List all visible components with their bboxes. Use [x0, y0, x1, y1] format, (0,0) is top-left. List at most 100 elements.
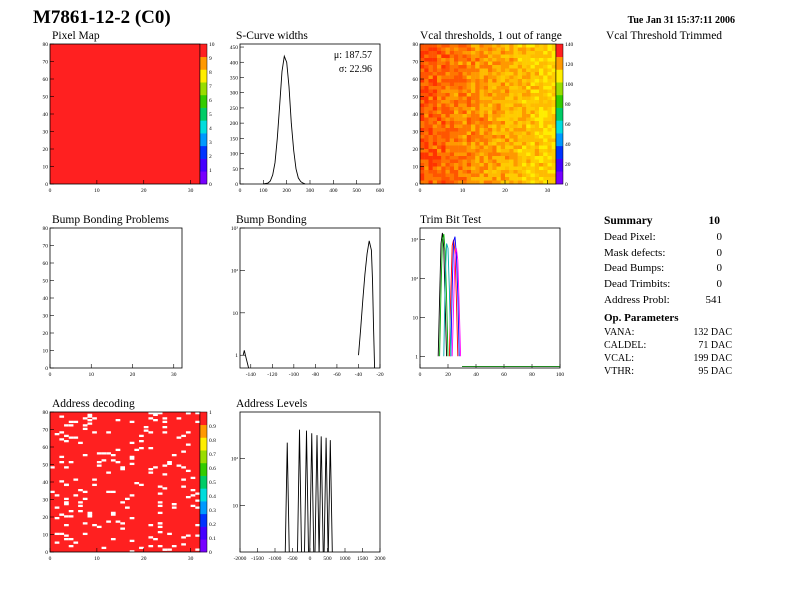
heatmap-cell: [475, 173, 480, 178]
heatmap-cell: [458, 114, 463, 118]
heatmap-cell: [479, 100, 484, 104]
heatmap-cell: [517, 44, 523, 48]
heatmap-cell: [454, 96, 459, 101]
heatmap-cell: [428, 117, 433, 122]
heatmap-cell: [522, 75, 527, 80]
heatmap-cell: [458, 156, 463, 160]
heatmap-cell: [505, 114, 510, 118]
colorbar-segment: [200, 145, 207, 159]
colorbar-segment: [200, 424, 207, 438]
heatmap-cell: [543, 110, 548, 115]
heatmap-cell: [428, 65, 433, 69]
heatmap-cell: [522, 72, 527, 76]
heatmap-cell: [475, 61, 480, 66]
heatmap-cell: [517, 110, 523, 115]
heatmap-cell: [445, 96, 450, 101]
heatmap-cell: [534, 110, 540, 115]
heatmap-cell: [424, 89, 429, 94]
heatmap-cell: [496, 72, 501, 76]
heatmap-cell: [505, 86, 510, 90]
heatmap-cell: [505, 145, 510, 150]
bad-pixel: [181, 478, 186, 481]
bad-pixel: [129, 494, 135, 497]
heatmap-cell: [432, 145, 438, 150]
heatmap-cell: [488, 75, 493, 80]
heatmap-cell: [466, 128, 472, 132]
heatmap-cell: [454, 138, 459, 143]
heatmap-cell: [488, 149, 493, 153]
heatmap-cell: [458, 58, 463, 62]
x-tick-label: 20: [502, 188, 508, 194]
heatmap-cell: [496, 86, 501, 90]
heatmap-cell: [428, 75, 433, 80]
heatmap-cell: [475, 47, 480, 52]
heatmap-cell: [530, 58, 535, 62]
heatmap-cell: [437, 44, 442, 48]
bad-pixel: [185, 469, 191, 473]
heatmap-cell: [432, 58, 438, 62]
heatmap-cell: [462, 170, 467, 174]
heatmap-cell: [496, 142, 501, 146]
heatmap-cell: [517, 173, 523, 178]
y-tick-label: 80: [43, 410, 49, 416]
heatmap-cell: [522, 51, 527, 55]
heatmap-cell: [424, 163, 429, 167]
x-tick-label: 20: [130, 372, 136, 378]
heatmap-cell: [543, 142, 548, 146]
heatmap-cell: [437, 142, 442, 146]
heatmap-cell: [534, 163, 540, 167]
heatmap-cell: [471, 65, 476, 69]
heatmap-cell: [513, 177, 518, 181]
heatmap-cell: [466, 86, 472, 90]
heatmap-cell: [479, 124, 484, 129]
heatmap-cell: [428, 93, 433, 97]
heatmap-cell: [445, 124, 450, 129]
heatmap-cell: [458, 79, 463, 83]
heatmap-cell: [479, 107, 484, 111]
heatmap-cell: [539, 145, 544, 150]
pixel-map-title: Pixel Map: [52, 30, 100, 42]
heatmap-cell: [522, 79, 527, 83]
heatmap-cell: [432, 152, 438, 157]
heatmap-cell: [432, 138, 438, 143]
heatmap-cell: [539, 93, 544, 97]
heatmap-cell: [505, 156, 510, 160]
heatmap-cell: [539, 114, 544, 118]
plot-frame: [239, 227, 381, 369]
bad-pixel: [134, 448, 140, 452]
summary-header: Summary 10: [604, 214, 732, 230]
heatmap-cell: [445, 58, 450, 62]
colorbar-tick-label: 0.9: [209, 424, 216, 430]
bad-pixel: [148, 545, 154, 548]
heatmap-cell: [420, 75, 425, 80]
heatmap-cell: [475, 68, 480, 73]
heatmap-cell: [471, 58, 476, 62]
heatmap-cell: [551, 138, 557, 143]
heatmap-cell: [428, 121, 433, 125]
heatmap-cell: [454, 177, 459, 181]
colorbar-frame: [199, 411, 208, 553]
heatmap-cell: [462, 47, 467, 52]
heatmap-cell: [488, 138, 493, 143]
heatmap-cell: [505, 149, 510, 153]
heatmap-cell: [479, 149, 484, 153]
heatmap-cell: [458, 61, 463, 66]
heatmap-cell: [479, 54, 484, 59]
heatmap-cell: [428, 44, 433, 48]
bad-pixel: [96, 461, 102, 464]
heatmap-cell: [420, 124, 425, 129]
heatmap-cell: [526, 152, 531, 157]
heatmap-cell: [449, 131, 455, 136]
heatmap-cell: [543, 107, 548, 111]
heatmap-cell: [424, 86, 429, 90]
heatmap-cell: [547, 124, 552, 129]
colorbar-tick-label: 120: [565, 62, 574, 68]
heatmap-cell: [488, 173, 493, 178]
heatmap-cell: [475, 51, 480, 55]
heatmap-cell: [483, 159, 489, 164]
heatmap-cell: [513, 110, 518, 115]
bad-pixel: [185, 534, 191, 537]
heatmap-cell: [488, 131, 493, 136]
heatmap-cell: [500, 58, 506, 62]
heatmap-cell: [500, 86, 506, 90]
